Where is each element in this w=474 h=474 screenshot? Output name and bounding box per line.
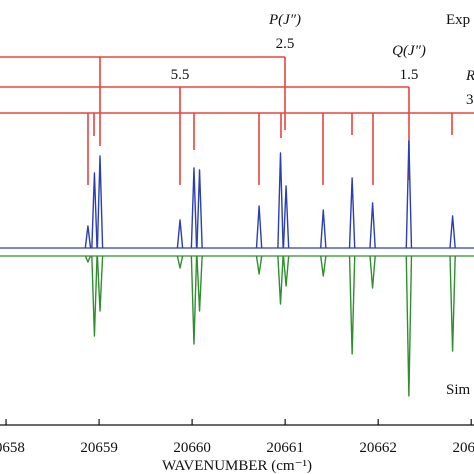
peak <box>96 255 104 312</box>
peak <box>176 219 184 249</box>
peak <box>190 167 198 249</box>
x-tick-label: 20663 <box>452 440 474 456</box>
annotation: R <box>465 68 474 84</box>
peak <box>196 255 203 312</box>
peak <box>449 215 456 249</box>
annotation: 1.5 <box>400 67 419 83</box>
annotation: Q(J″) <box>392 43 426 59</box>
annotation: 5.5 <box>171 67 190 83</box>
series-label: Exp <box>446 12 470 28</box>
peak <box>91 172 98 249</box>
peak <box>277 152 284 249</box>
peak <box>96 155 104 249</box>
peak <box>282 255 290 287</box>
peak <box>449 255 456 352</box>
x-tick-label: 20660 <box>173 440 211 456</box>
peak <box>405 140 413 249</box>
x-tick-label: 20658 <box>0 440 25 456</box>
peak <box>196 169 203 249</box>
peak <box>319 209 327 249</box>
x-tick-label: 20659 <box>80 440 118 456</box>
peak <box>319 255 327 277</box>
peak <box>255 205 263 249</box>
peak <box>176 255 184 269</box>
peak <box>84 255 92 263</box>
x-tick-label: 20662 <box>359 440 397 456</box>
x-axis-label: WAVENUMBER (cm⁻¹) <box>162 458 312 474</box>
peak <box>348 177 356 249</box>
peak <box>369 202 376 249</box>
peak <box>91 255 98 337</box>
annotation: 2.5 <box>276 36 295 52</box>
peak <box>84 225 92 249</box>
peak <box>255 255 263 275</box>
series-label: Sim <box>446 382 471 398</box>
peak <box>277 255 284 305</box>
annotation: 3 <box>466 92 474 108</box>
assignment-ladders <box>0 56 474 185</box>
peak <box>405 255 413 397</box>
annotation: P(J″) <box>268 12 301 28</box>
peak <box>282 185 290 249</box>
peak <box>190 255 198 345</box>
peak <box>369 255 376 289</box>
peak <box>348 255 356 355</box>
x-tick-label: 20661 <box>266 440 304 456</box>
